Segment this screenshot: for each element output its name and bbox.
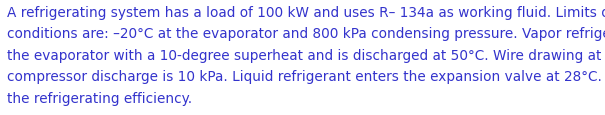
Text: the evaporator with a 10-degree superheat and is discharged at 50°C. Wire drawin: the evaporator with a 10-degree superhea… — [7, 48, 605, 62]
Text: compressor discharge is 10 kPa. Liquid refrigerant enters the expansion valve at: compressor discharge is 10 kPa. Liquid r… — [7, 70, 605, 83]
Text: conditions are: –20°C at the evaporator and 800 kPa condensing pressure. Vapor r: conditions are: –20°C at the evaporator … — [7, 27, 605, 41]
Text: the refrigerating efficiency.: the refrigerating efficiency. — [7, 91, 192, 105]
Text: A refrigerating system has a load of 100 kW and uses R– 134a as working fluid. L: A refrigerating system has a load of 100… — [7, 6, 605, 20]
